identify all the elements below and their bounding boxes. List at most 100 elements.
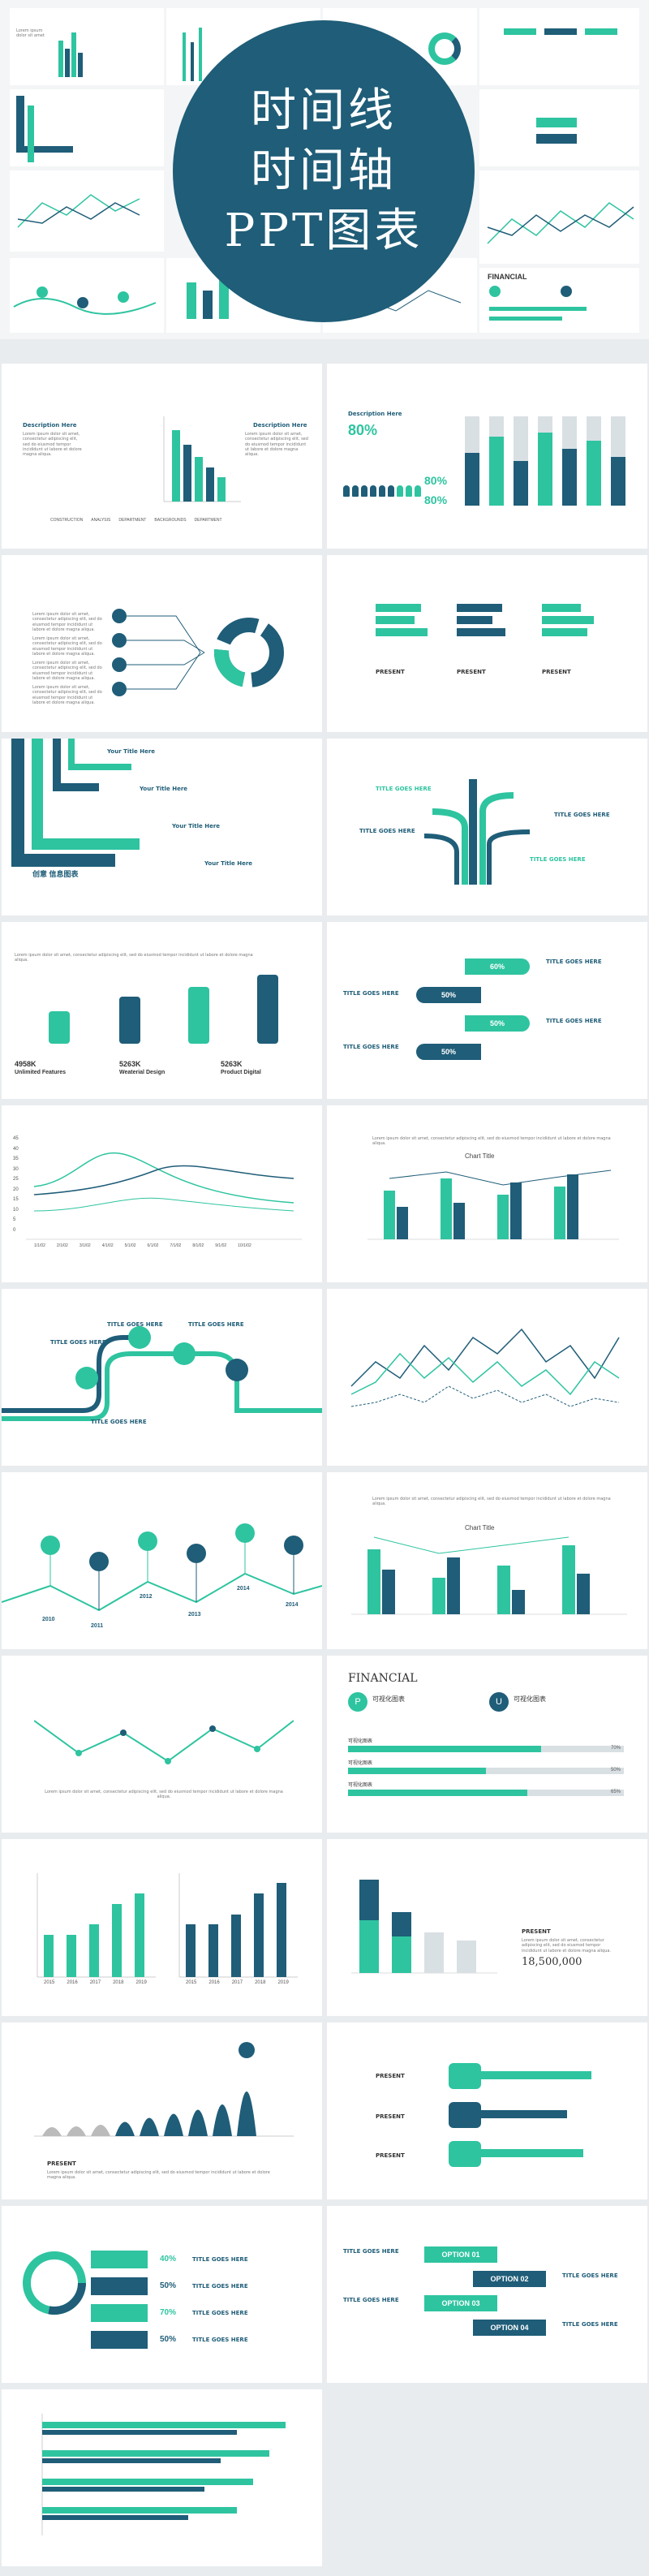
progress-bar: 65% xyxy=(348,1790,624,1796)
battery-3 xyxy=(188,987,209,1044)
stacked-bar-chart xyxy=(465,416,625,506)
slide-arrow-junction[interactable]: TITLE GOES HERE TITLE GOES HERE TITLE GO… xyxy=(327,739,647,915)
stat-value-3: 5263K xyxy=(221,1060,243,1068)
pct-label: 60% xyxy=(489,963,505,971)
slide-year-bars[interactable]: 2015 2016 2017 2018 2019 2015 2016 2017 … xyxy=(2,1839,322,2016)
legend-item: DEPARTMENT xyxy=(194,518,222,523)
slide-line-chart-dates[interactable]: 45 40 35 30 25 20 15 10 5 0 1/1/02 2/1/0… xyxy=(2,1105,322,1282)
slide-spike-chart[interactable]: PRESENT Lorem ipsum dolor sit amet, cons… xyxy=(2,2022,322,2199)
option-label: OPTION 04 xyxy=(490,2324,529,2332)
slide-icon-zigzag[interactable]: Lorem ipsum dolor sit amet, consectetur … xyxy=(2,1656,322,1833)
y-tick: 45 xyxy=(13,1136,19,1141)
thumb-6[interactable] xyxy=(479,89,639,166)
slide-category-bars[interactable]: Lorem ipsum dolor sit amet, consectetur … xyxy=(327,1472,647,1649)
slide-hbar-chart[interactable] xyxy=(2,2389,322,2566)
x-tick: 10/1/02 xyxy=(238,1243,251,1248)
slide-pipe-timeline[interactable]: TITLE GOES HERE TITLE GOES HERE TITLE GO… xyxy=(2,1289,322,1466)
zigzag-text: Lorem ipsum dolor sit amet, consectetur … xyxy=(45,1790,283,1800)
x-tick: 5/1/02 xyxy=(124,1243,136,1248)
spike-text: Lorem ipsum dolor sit amet, consectetur … xyxy=(47,2170,270,2181)
slide-present-number[interactable]: PRESENT Lorem ipsum dolor sit amet, cons… xyxy=(327,1839,647,2016)
year-bar-chart-b xyxy=(178,1873,298,1978)
slide-combo-chart[interactable]: Lorem ipsum dolor sit amet, consectetur … xyxy=(327,1105,647,1282)
title-goes-here-d4: TITLE GOES HERE xyxy=(192,2337,248,2343)
bar-pct: 65% xyxy=(610,1790,621,1794)
option-2: OPTION 02 xyxy=(473,2271,546,2287)
bar xyxy=(135,1893,144,1977)
thumb-8[interactable] xyxy=(479,170,639,264)
your-title-2: Your Title Here xyxy=(140,786,188,792)
hex-present-3: PRESENT xyxy=(376,2152,405,2159)
stacked-column-chart xyxy=(351,1880,497,1974)
slide-pin-timeline[interactable]: 2010 2011 2012 2013 2014 2014 xyxy=(2,1472,322,1649)
option-3: OPTION 03 xyxy=(424,2295,497,2311)
slide-bar-description[interactable]: Description Here Lorem ipsum dolor sit a… xyxy=(2,364,322,549)
slide-arrows[interactable]: Your Title Here Your Title Here Your Tit… xyxy=(2,739,322,915)
x-tick: 1/1/02 xyxy=(34,1243,45,1248)
x-tick: 2018 xyxy=(113,1980,124,1985)
thumb-9[interactable] xyxy=(10,258,164,333)
hex-present-2: PRESENT xyxy=(376,2113,405,2120)
bar xyxy=(183,445,191,502)
bar-label: 可视化图表 xyxy=(348,1783,373,1788)
slide-wave-line[interactable] xyxy=(327,1289,647,1466)
bar xyxy=(67,1935,76,1977)
category-intro: Lorem ipsum dolor sit amet, consectetur … xyxy=(372,1497,611,1507)
pct-4: 50% xyxy=(160,2335,177,2344)
label-p: 可视化图表 xyxy=(372,1695,405,1703)
spike-graphic xyxy=(34,2042,294,2137)
present-2: PRESENT xyxy=(457,669,486,675)
thumb-4[interactable] xyxy=(479,8,639,85)
slide-financial[interactable]: FINANCIAL P U 可视化图表 可视化图表 可视化图表 70% 可视化图… xyxy=(327,1656,647,1833)
slide-percent-people[interactable]: Description Here 80% 80% 80% xyxy=(327,364,647,549)
title-goes-here-p2: TITLE GOES HERE xyxy=(107,1321,163,1328)
present-1: PRESENT xyxy=(376,669,405,675)
pct-label: 50% xyxy=(489,1019,505,1027)
slide-present-bars[interactable]: PRESENT PRESENT PRESENT xyxy=(327,555,647,732)
percent-80-b: 80% xyxy=(424,474,448,487)
people-icons xyxy=(343,485,421,497)
chart-title: Chart Title xyxy=(465,1152,495,1160)
slide-battery-stats[interactable]: Lorem ipsum dolor sit amet, consectetur … xyxy=(2,922,322,1099)
legend-item: DEPARTMENT xyxy=(118,518,147,523)
thumb-7[interactable] xyxy=(10,170,164,252)
bar xyxy=(217,477,226,502)
slide-donut-list[interactable]: 40% 50% 70% 50% TITLE GOES HERE TITLE GO… xyxy=(2,2206,322,2383)
x-tick: 2019 xyxy=(277,1980,289,1985)
slide-percent-arrows[interactable]: 60% 50% 50% 50% TITLE GOES HERE TITLE GO… xyxy=(327,922,647,1099)
bar xyxy=(277,1883,286,1977)
thumb-5[interactable] xyxy=(10,89,164,166)
your-title-4: Your Title Here xyxy=(204,860,253,867)
slide-cycle[interactable]: Lorem ipsum dolor sit amet, consectetur … xyxy=(2,555,322,732)
year-6: 2014 xyxy=(286,1602,299,1608)
title-goes-here-b: TITLE GOES HERE xyxy=(343,990,399,997)
y-tick: 25 xyxy=(13,1177,19,1182)
title-goes-here-p1: TITLE GOES HERE xyxy=(50,1339,106,1346)
hero-slide: Lorem ipsum dolor sit amet FINANCIA xyxy=(0,0,649,339)
stat-label-1: Unlimited Features xyxy=(15,1070,67,1075)
hero-title-circle: 时间线 时间轴 PPT图表 xyxy=(173,20,475,322)
junction-graphic xyxy=(423,779,531,885)
slide-option-arrows[interactable]: OPTION 01 OPTION 02 OPTION 03 OPTION 04 … xyxy=(327,2206,647,2383)
bar xyxy=(254,1893,264,1977)
bar xyxy=(231,1915,241,1977)
y-tick: 30 xyxy=(13,1166,19,1172)
y-axis-ticks: 45 40 35 30 25 20 15 10 5 0 xyxy=(13,1136,19,1233)
pct-3: 70% xyxy=(160,2308,177,2317)
cycle-text-3: Lorem ipsum dolor sit amet, consectetur … xyxy=(32,661,102,681)
cycle-text-1: Lorem ipsum dolor sit amet, consectetur … xyxy=(32,612,102,632)
slide-hex-bars[interactable]: PRESENT PRESENT PRESENT xyxy=(327,2022,647,2199)
y-tick: 15 xyxy=(13,1197,19,1202)
description-text-left: Lorem ipsum dolor sit amet, consectetur … xyxy=(23,432,82,457)
y-tick: 0 xyxy=(13,1227,16,1233)
present-title: PRESENT xyxy=(522,1928,551,1935)
date-line-chart xyxy=(26,1152,302,1240)
wave-chart xyxy=(350,1328,620,1407)
cycle-text-2: Lorem ipsum dolor sit amet, consectetur … xyxy=(32,636,102,657)
thumb-1[interactable]: Lorem ipsum dolor sit amet xyxy=(10,8,164,85)
thumb-12[interactable]: FINANCIAL xyxy=(479,268,639,333)
bar-label: 可视化图表 xyxy=(348,1739,373,1744)
title-goes-here-d: TITLE GOES HERE xyxy=(343,1044,399,1050)
pipe-graphic xyxy=(2,1326,322,1421)
x-tick: 2016 xyxy=(208,1980,220,1985)
